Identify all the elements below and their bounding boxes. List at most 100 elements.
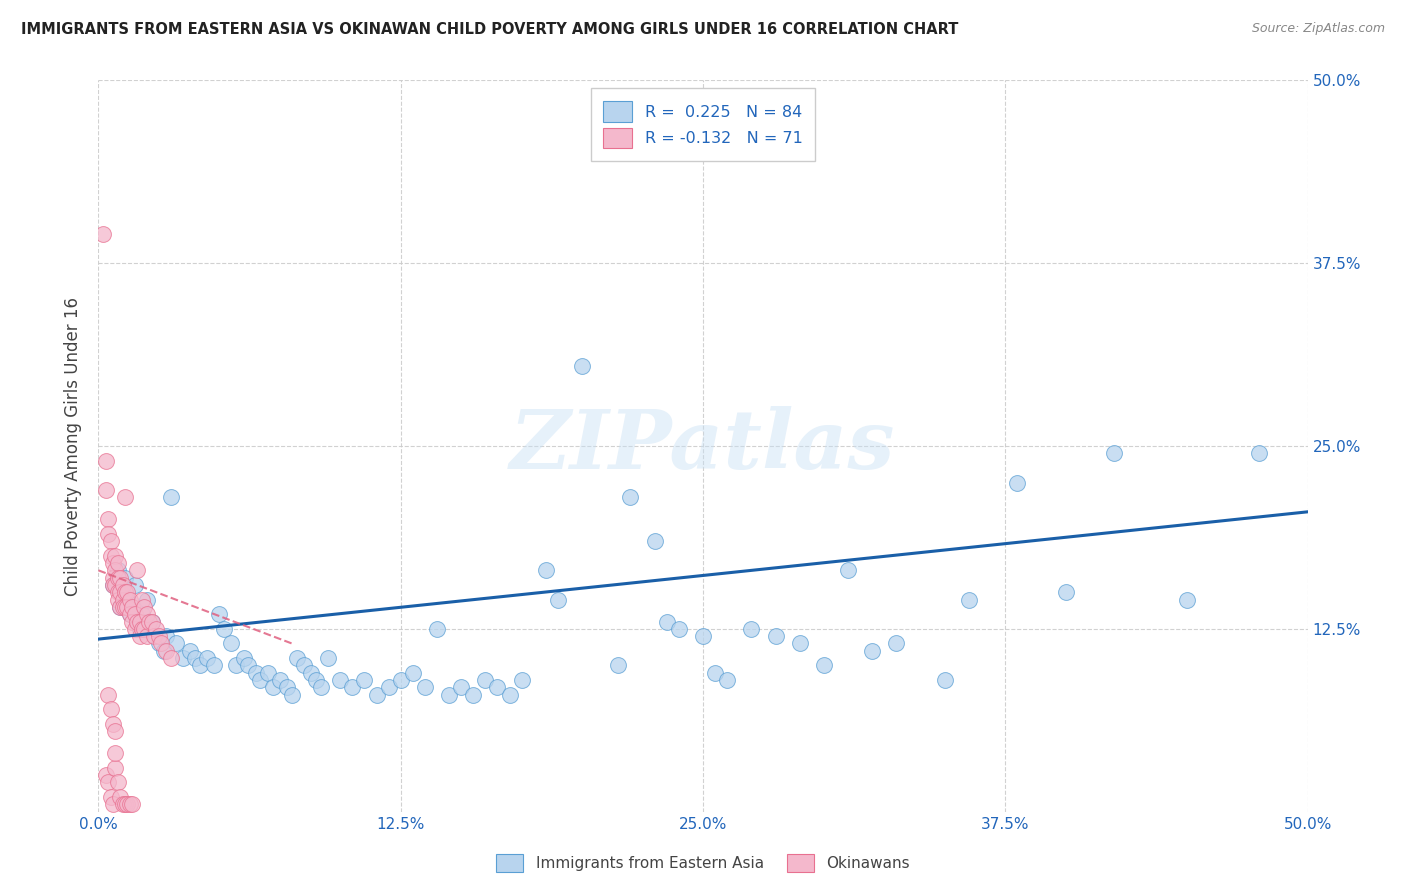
Point: [97, 526, 120, 541]
Point: [91, 227, 114, 241]
Point: [426, 622, 449, 636]
Point: [135, 592, 157, 607]
Point: [134, 622, 156, 636]
Point: [107, 556, 129, 570]
Point: [366, 688, 388, 702]
Point: [131, 622, 153, 636]
Point: [1054, 585, 1077, 599]
Point: [292, 658, 315, 673]
Point: [276, 681, 298, 695]
Point: [256, 665, 278, 680]
Point: [141, 615, 163, 629]
Point: [101, 578, 124, 592]
Point: [107, 563, 129, 577]
Point: [108, 585, 131, 599]
Point: [97, 775, 120, 789]
Point: [104, 746, 127, 760]
Point: [534, 563, 557, 577]
Point: [117, 797, 139, 812]
Point: [179, 644, 201, 658]
Point: [124, 578, 146, 592]
Point: [571, 359, 593, 373]
Point: [716, 673, 738, 687]
Point: [1102, 446, 1125, 460]
Point: [117, 585, 139, 599]
Point: [353, 673, 375, 687]
Point: [111, 599, 134, 614]
Point: [165, 636, 187, 650]
Point: [138, 615, 160, 629]
Point: [128, 622, 150, 636]
Point: [100, 790, 122, 805]
Point: [143, 629, 166, 643]
Point: [269, 673, 291, 687]
Point: [100, 702, 122, 716]
Legend: Immigrants from Eastern Asia, Okinawans: Immigrants from Eastern Asia, Okinawans: [488, 846, 918, 880]
Point: [107, 775, 129, 789]
Point: [1007, 475, 1029, 490]
Point: [101, 797, 124, 812]
Point: [131, 592, 153, 607]
Point: [437, 688, 460, 702]
Point: [111, 578, 134, 592]
Point: [118, 797, 141, 812]
Point: [114, 585, 136, 599]
Point: [141, 615, 163, 629]
Point: [101, 571, 124, 585]
Point: [108, 599, 131, 614]
Point: [121, 797, 143, 812]
Point: [450, 681, 472, 695]
Point: [118, 607, 141, 622]
Point: [128, 615, 150, 629]
Point: [1175, 592, 1198, 607]
Point: [104, 724, 127, 739]
Point: [644, 534, 666, 549]
Point: [155, 644, 177, 658]
Point: [155, 629, 177, 643]
Point: [127, 563, 149, 577]
Point: [299, 665, 322, 680]
Point: [225, 658, 247, 673]
Point: [463, 688, 485, 702]
Point: [668, 622, 690, 636]
Point: [97, 688, 120, 702]
Point: [402, 665, 425, 680]
Point: [262, 681, 284, 695]
Point: [305, 673, 328, 687]
Point: [135, 629, 157, 643]
Point: [789, 636, 811, 650]
Point: [765, 629, 787, 643]
Point: [94, 768, 117, 782]
Point: [107, 585, 129, 599]
Point: [97, 512, 120, 526]
Point: [104, 578, 127, 592]
Point: [118, 607, 141, 622]
Legend: R =  0.225   N = 84, R = -0.132   N = 71: R = 0.225 N = 84, R = -0.132 N = 71: [591, 88, 815, 161]
Point: [134, 599, 156, 614]
Point: [285, 651, 308, 665]
Point: [107, 592, 129, 607]
Point: [160, 651, 183, 665]
Point: [114, 571, 136, 585]
Point: [316, 651, 339, 665]
Point: [104, 563, 127, 577]
Point: [474, 673, 496, 687]
Point: [108, 599, 131, 614]
Point: [104, 761, 127, 775]
Point: [114, 599, 136, 614]
Point: [160, 490, 183, 504]
Point: [94, 483, 117, 497]
Point: [134, 615, 156, 629]
Point: [184, 651, 207, 665]
Point: [957, 592, 980, 607]
Point: [108, 790, 131, 805]
Point: [148, 636, 170, 650]
Text: IMMIGRANTS FROM EASTERN ASIA VS OKINAWAN CHILD POVERTY AMONG GIRLS UNDER 16 CORR: IMMIGRANTS FROM EASTERN ASIA VS OKINAWAN…: [21, 22, 959, 37]
Point: [135, 607, 157, 622]
Point: [413, 681, 436, 695]
Point: [117, 599, 139, 614]
Text: Source: ZipAtlas.com: Source: ZipAtlas.com: [1251, 22, 1385, 36]
Point: [510, 673, 533, 687]
Point: [104, 549, 127, 563]
Point: [148, 629, 170, 643]
